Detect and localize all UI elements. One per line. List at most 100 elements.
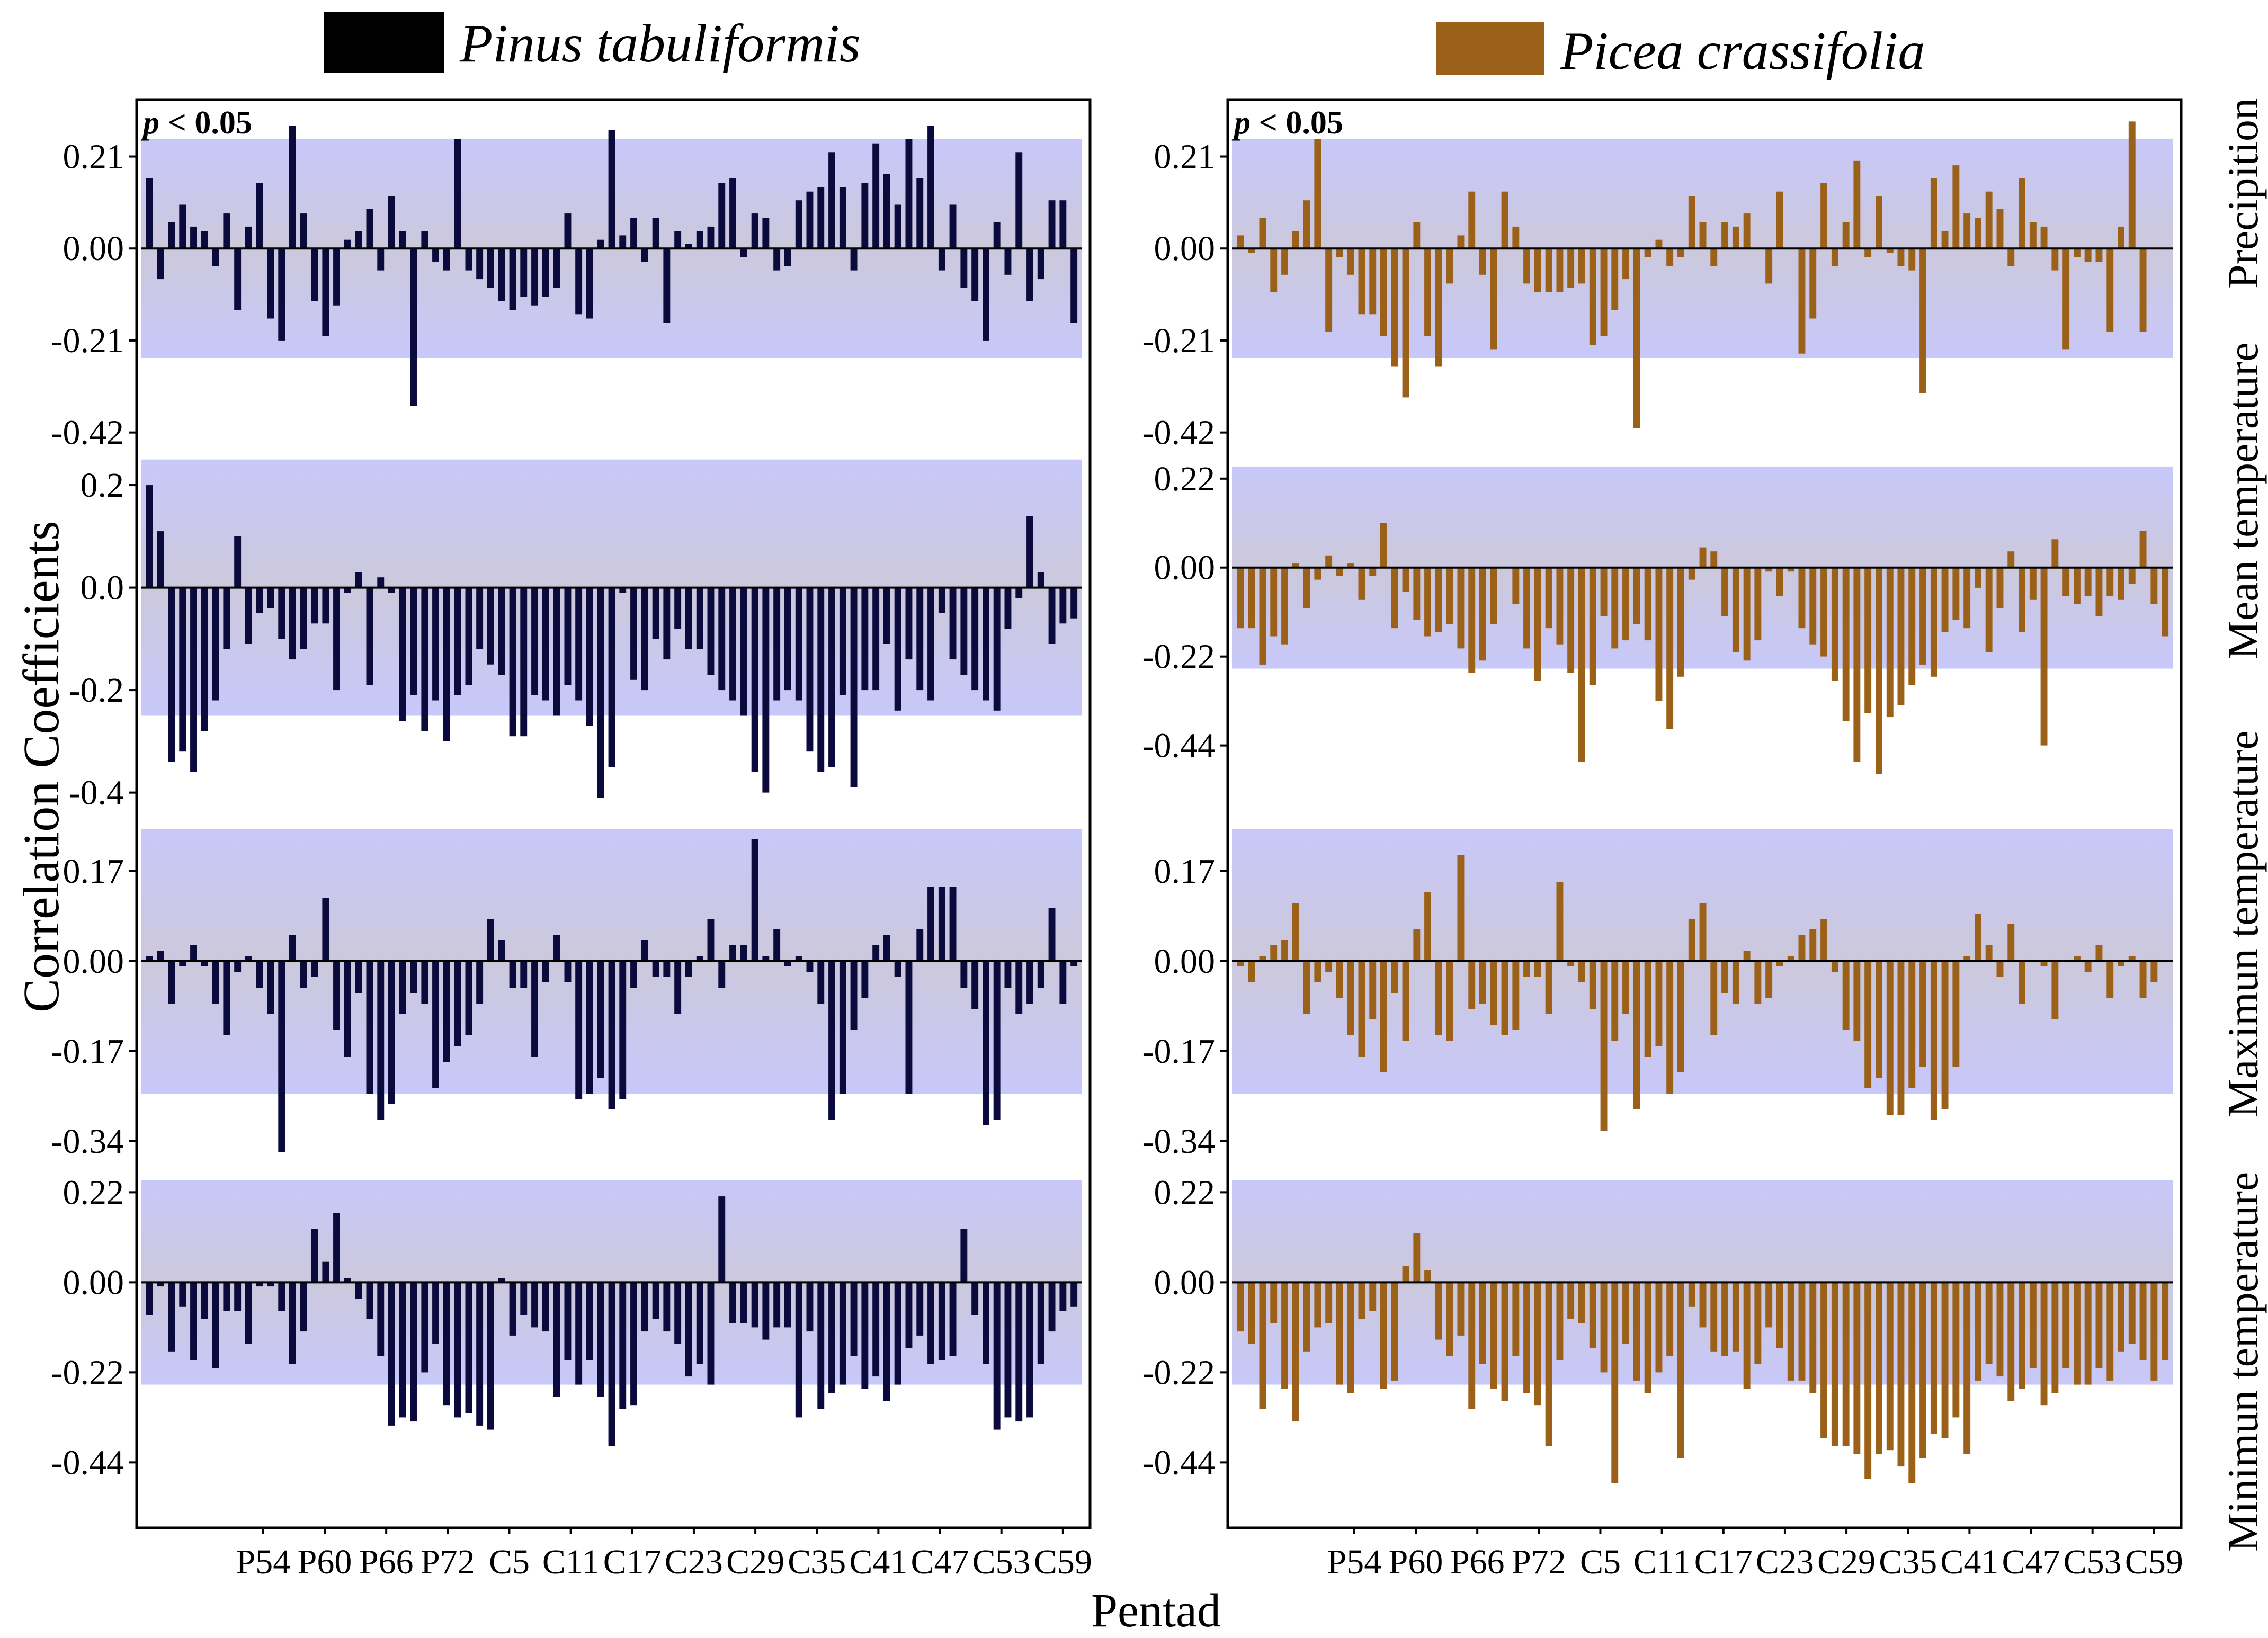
bar (179, 587, 186, 752)
bar (366, 961, 373, 1094)
bar (1402, 1266, 1409, 1283)
bar (157, 951, 164, 961)
bar (1655, 961, 1663, 1046)
bar (1666, 248, 1674, 266)
bar (597, 587, 604, 798)
bar (1380, 248, 1387, 336)
bar (487, 248, 494, 288)
bar (1026, 961, 1033, 1004)
bar (2074, 567, 2081, 604)
bar (1070, 961, 1078, 966)
y-tick-label: -0.2 (69, 671, 124, 710)
bar (1589, 1282, 1596, 1348)
bar (828, 152, 835, 249)
bar (1435, 961, 1442, 1035)
y-tick-label: -0.17 (1142, 1032, 1215, 1071)
bar (1523, 1282, 1530, 1393)
bar (663, 961, 671, 977)
bar (498, 248, 505, 301)
bar (1237, 1282, 1244, 1332)
bar (938, 587, 945, 613)
bar (1070, 248, 1078, 323)
bar (652, 587, 659, 639)
bar (883, 587, 890, 644)
bar (399, 231, 406, 249)
bar (586, 1282, 593, 1360)
bar (894, 587, 901, 711)
bar (894, 204, 901, 249)
x-tick-label: C41 (1940, 1543, 1998, 1581)
bar (366, 587, 373, 685)
x-tick-label: C11 (1633, 1543, 1691, 1581)
bar (2062, 1282, 2070, 1368)
bar (1996, 209, 2004, 249)
bar (2150, 1282, 2158, 1381)
bar (432, 248, 439, 262)
x-tick-label: P72 (1512, 1543, 1566, 1581)
bar (619, 1282, 627, 1409)
bar (2029, 222, 2037, 249)
bar (1831, 248, 1838, 266)
bar (619, 961, 627, 1099)
bar (1457, 567, 1465, 649)
bar (146, 956, 153, 961)
bar (949, 204, 957, 249)
bar (1611, 961, 1619, 1041)
x-tick-label: C59 (2125, 1543, 2183, 1581)
y-tick-label: -0.44 (1142, 1443, 1215, 1482)
bar (1048, 587, 1056, 644)
bar (905, 587, 913, 660)
bar (245, 587, 252, 644)
bar (1534, 961, 1541, 977)
bar (421, 587, 428, 731)
bar (1831, 1282, 1838, 1446)
bar (1765, 961, 1773, 998)
bar (1732, 961, 1739, 1004)
bar (2051, 1282, 2059, 1393)
bar (1963, 567, 1971, 629)
bar (1842, 222, 1850, 249)
bar (1059, 1282, 1067, 1311)
bar (146, 485, 153, 588)
x-tick-label: C47 (2002, 1543, 2060, 1581)
bar (1512, 961, 1520, 1030)
bar (1270, 248, 1278, 292)
bar (817, 1282, 825, 1409)
bar (619, 235, 627, 249)
bar (718, 587, 726, 691)
bar (608, 961, 615, 1109)
x-tick-label: P66 (359, 1543, 414, 1581)
bar (1015, 961, 1023, 1014)
bar (1743, 567, 1751, 661)
bar (674, 961, 682, 1014)
x-tick-label: C53 (2064, 1543, 2122, 1581)
bar (2162, 567, 2169, 637)
bar (278, 587, 285, 639)
y-tick-label: -0.4 (69, 774, 124, 812)
bar (938, 248, 945, 271)
bar (1600, 1282, 1608, 1373)
bar (1633, 1282, 1640, 1381)
bar (916, 178, 924, 249)
bar (828, 587, 835, 767)
bar (696, 587, 703, 649)
bar (751, 1282, 758, 1328)
bar (1026, 516, 1033, 588)
bar (366, 209, 373, 249)
bar (410, 1282, 417, 1422)
y-tick-label: 0.22 (63, 1173, 124, 1212)
bar (245, 226, 252, 249)
bar (256, 961, 263, 988)
bar (641, 248, 648, 262)
bar (1677, 567, 1684, 677)
bar (1886, 248, 1894, 253)
bar (1512, 1282, 1520, 1356)
bar (762, 956, 770, 961)
bar (1864, 961, 1872, 1088)
bar (1941, 231, 1949, 249)
bar (707, 1282, 715, 1385)
bar (916, 929, 924, 961)
bar (1622, 248, 1629, 280)
bar (366, 1282, 373, 1319)
significance-threshold: < 0.05 (1251, 105, 1343, 141)
